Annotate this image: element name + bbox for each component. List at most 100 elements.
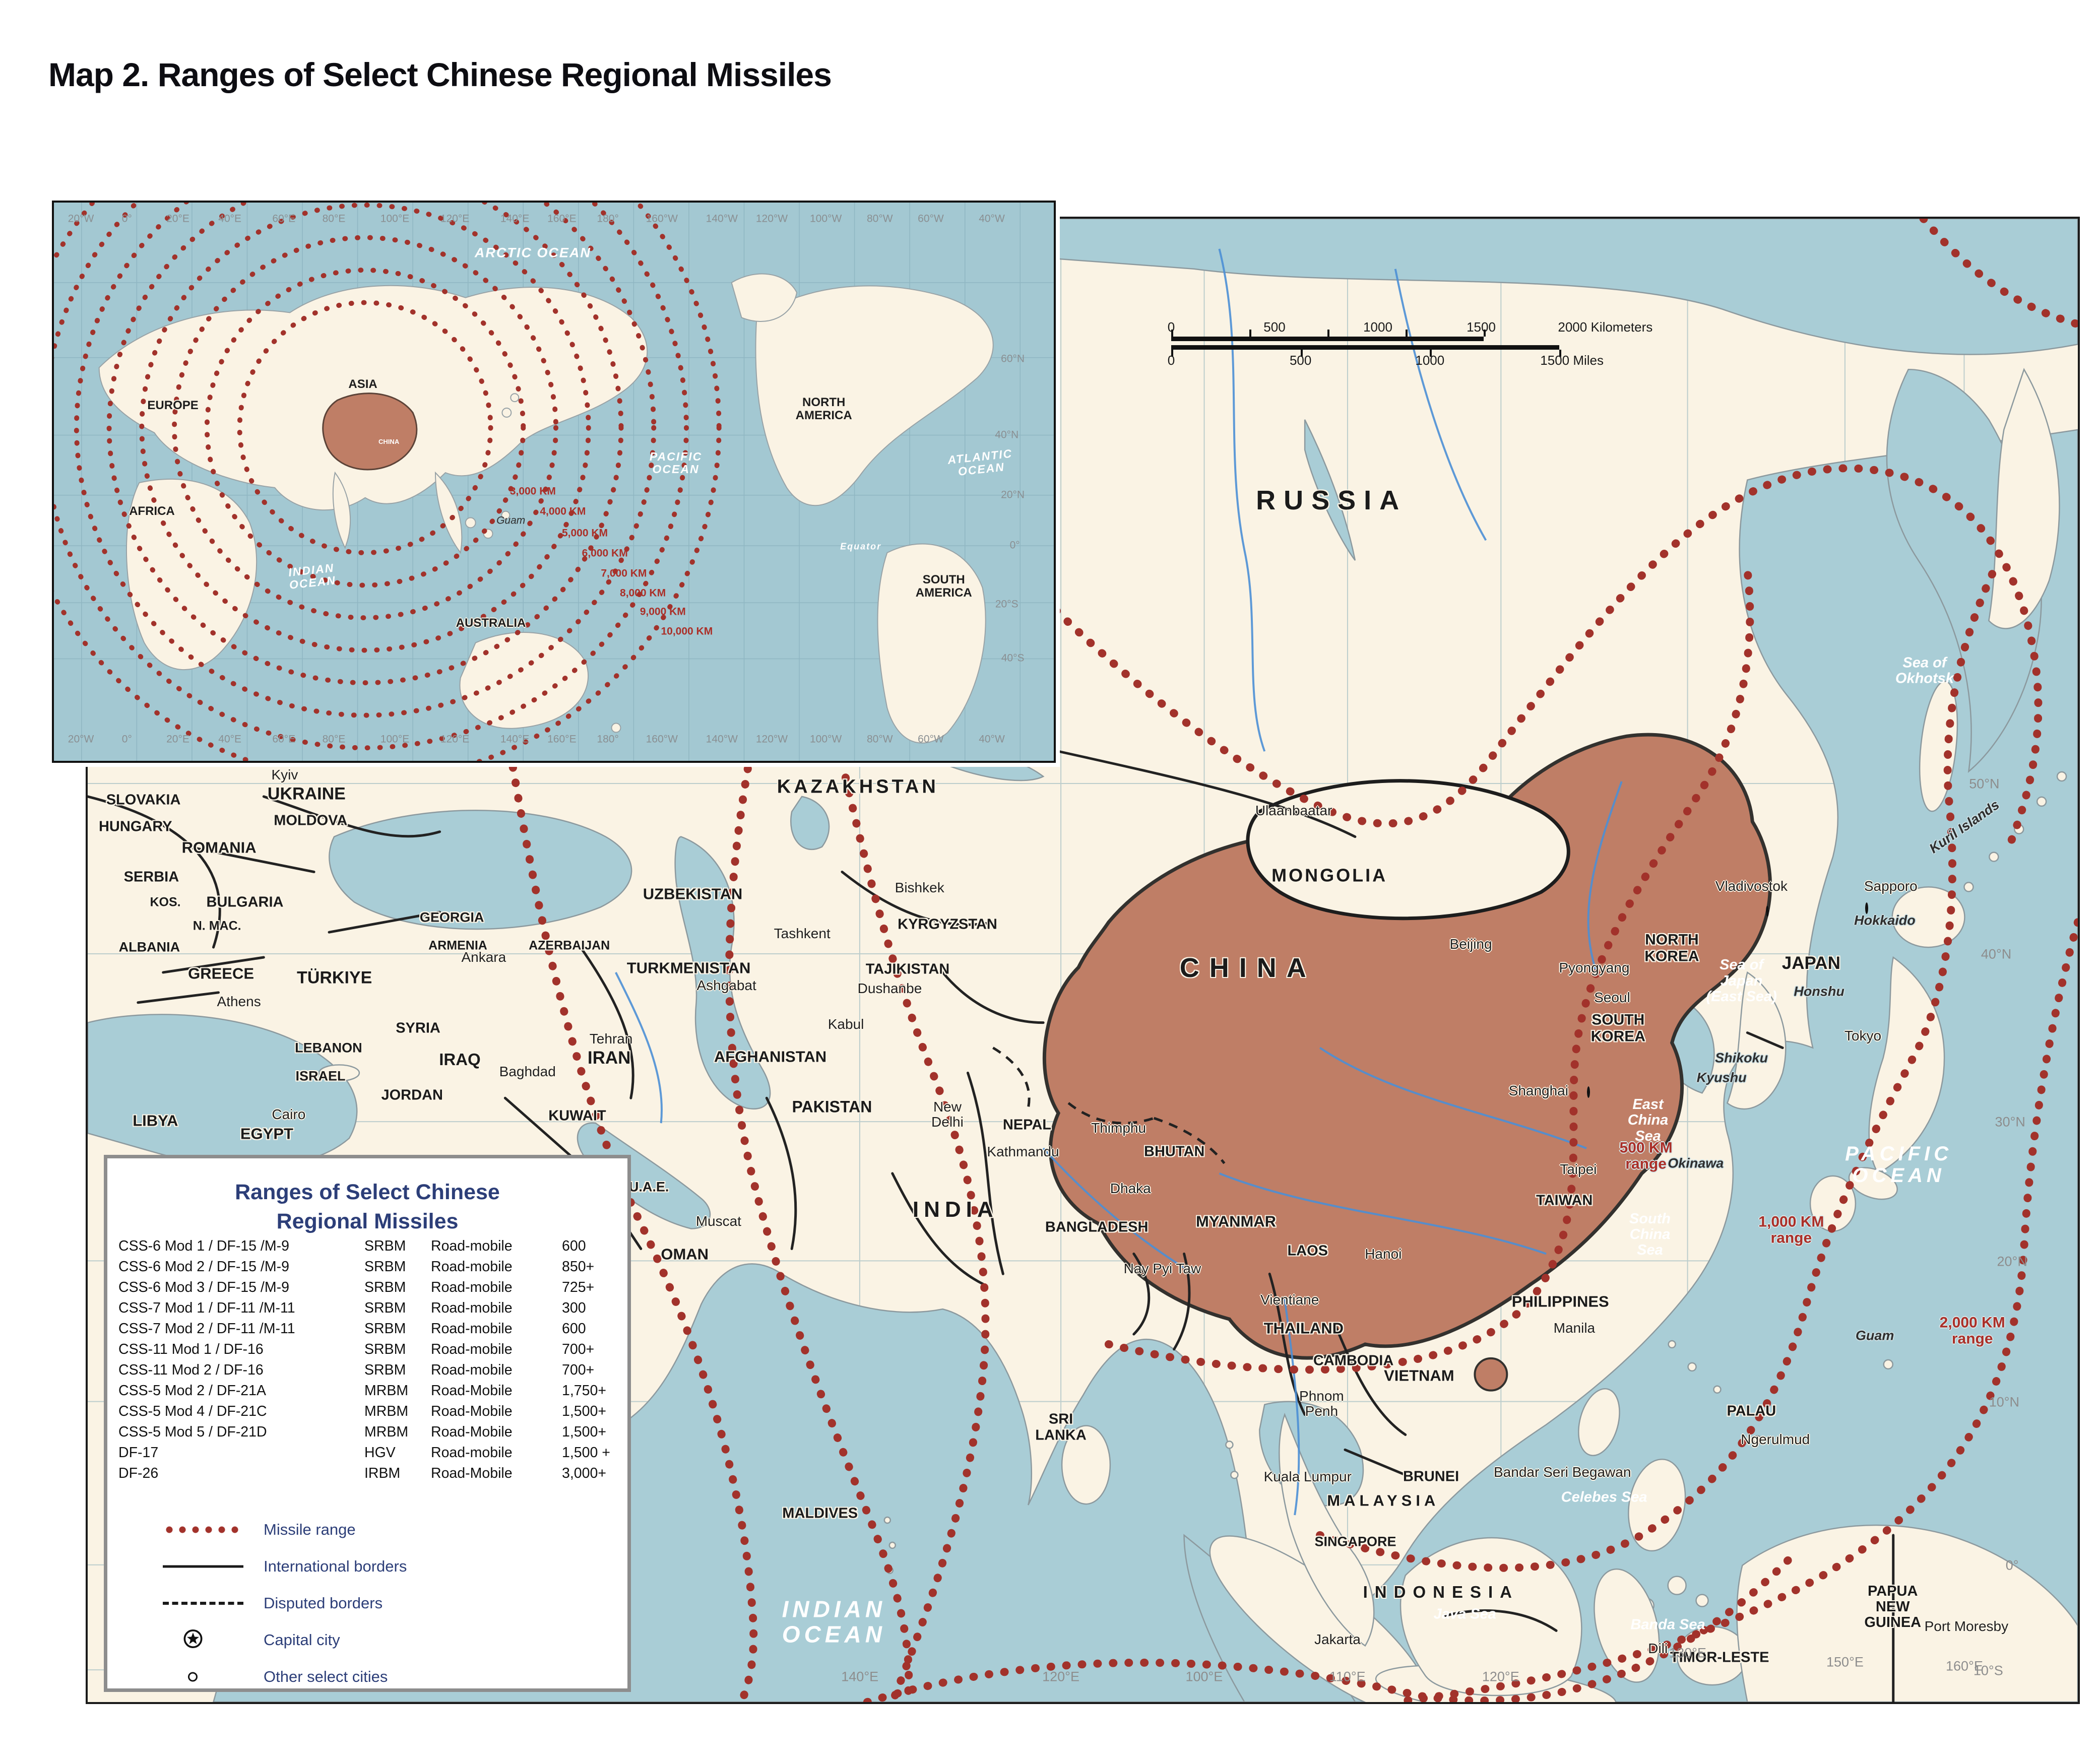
vladivostok-city-icon: [1765, 905, 1769, 917]
missile-name: CSS-5 Mod 2 / DF-21A: [118, 1383, 267, 1399]
120-e-bottom-label: 120°E: [440, 733, 470, 745]
missile-row-df-26: DF-26 IRBM Road-Mobile 3,000+: [107, 1465, 627, 1486]
legend: Ranges of Select Chinese Regional Missil…: [104, 1155, 631, 1692]
other-select-cities-label: Other select cities: [264, 1667, 388, 1685]
arc-west-2: [725, 219, 913, 1702]
120-w-bottom-label: 120°W: [755, 733, 788, 745]
arctic-ocean-label: ARCTIC OCEAN: [474, 245, 591, 260]
europe-label: EUROPE: [147, 399, 199, 413]
missile-basing: Road-mobile: [431, 1279, 513, 1295]
international-borders-icon: [163, 1565, 243, 1568]
missile-type: SRBM: [364, 1238, 406, 1254]
inset-china-shape: [322, 393, 418, 471]
australia-label: AUSTRALIA: [456, 616, 526, 630]
mi-tick-1000: 1000: [1415, 353, 1445, 368]
missile-range-km: 3,000+: [562, 1465, 606, 1481]
missile-basing: Road-mobile: [431, 1321, 513, 1337]
160-e-bottom-label: 160°E: [547, 733, 577, 745]
100-e-top-label: 100°E: [380, 213, 410, 225]
missile-range-km: 1,500 +: [562, 1445, 610, 1461]
atlantic-ocean-label: ATLANTIC OCEAN: [947, 446, 1013, 479]
180-top-label: 180°: [597, 213, 619, 225]
capital-city-icon: [183, 1628, 203, 1651]
missile-range-label: Missile range: [264, 1520, 356, 1538]
km-tick-500: 500: [1263, 319, 1286, 335]
missile-type: SRBM: [364, 1321, 406, 1337]
missile-row-css-7-mod-2-df-11-m-11: CSS-7 Mod 2 / DF-11 /M-11 SRBM Road-mobile…: [107, 1321, 627, 1341]
missile-name: CSS-7 Mod 1 / DF-11 /M-11: [118, 1300, 295, 1316]
missile-type: HGV: [364, 1445, 396, 1461]
arc-500km: [1104, 566, 1754, 1374]
4-000-km-label: 4,000 KM: [540, 505, 586, 517]
missile-row-css-5-mod-5-df-21d: CSS-5 Mod 5 / DF-21D MRBM Road-Mobile 1,500…: [107, 1424, 627, 1445]
pacific-ocean-label: PACIFIC OCEAN: [649, 450, 703, 476]
60-w-top-label: 60°W: [918, 213, 944, 225]
missile-basing: Road-mobile: [431, 1300, 513, 1316]
80-w-top-label: 80°W: [866, 213, 893, 225]
disputed-borders-icon: [163, 1601, 243, 1605]
shanghai-city-marker: [1586, 1086, 1590, 1098]
missile-row-css-11-mod-1-df-16: CSS-11 Mod 1 / DF-16 SRBM Road-mobile 700+: [107, 1341, 627, 1362]
0-top-label: 0°: [121, 213, 132, 225]
mongolia-shape: [1246, 779, 1570, 921]
missile-range-km: 725+: [562, 1279, 595, 1295]
arc-west-3: [838, 758, 990, 1702]
guam-label: Guam: [496, 514, 526, 527]
mi-end-label: 1500 Miles: [1540, 353, 1604, 368]
missile-range-km: 600: [562, 1238, 586, 1254]
arc-west-1: [501, 717, 758, 1702]
missile-basing: Road-mobile: [431, 1341, 513, 1357]
100-e-bottom-label: 100°E: [380, 733, 410, 745]
indian-ocean-label: INDIAN OCEAN: [287, 561, 337, 592]
mi-tick-500: 500: [1289, 353, 1312, 368]
shanghai-city-icon: [1586, 1086, 1590, 1098]
140-e-top-label: 140°E: [500, 213, 530, 225]
missile-type: MRBM: [364, 1424, 409, 1440]
arc-2000km: [1391, 918, 2078, 1702]
scale-bar: 0 500 1000 1500 2000 Kilometers 0 500 1000 1500…: [1167, 319, 1653, 385]
km-tick-1000: 1000: [1363, 319, 1392, 335]
legend-title: Ranges of Select Chinese Regional Missil…: [107, 1178, 627, 1236]
160-w-bottom-label: 160°W: [646, 733, 678, 745]
missile-range-km: 1,500+: [562, 1424, 606, 1440]
mi-tick-0: 0: [1167, 353, 1175, 368]
160-e-top-label: 160°E: [547, 213, 577, 225]
missile-name: CSS-11 Mod 1 / DF-16: [118, 1341, 264, 1357]
missile-type: SRBM: [364, 1279, 406, 1295]
missile-name: CSS-7 Mod 2 / DF-11 /M-11: [118, 1321, 295, 1337]
missile-basing: Road-mobile: [431, 1445, 513, 1461]
missile-type: SRBM: [364, 1362, 406, 1378]
inset-map-labels: ARCTIC OCEAN EUROPE ASIA AFRICA AUSTRALIA NOR…: [54, 203, 1054, 761]
sapporo-city-icon: [1865, 902, 1869, 914]
africa-label: AFRICA: [129, 504, 175, 518]
0-label: 0°: [1009, 540, 1020, 552]
20-n-label: 20°N: [1001, 489, 1025, 501]
5-000-km-label: 5,000 KM: [561, 527, 608, 539]
missile-basing: Road-Mobile: [431, 1424, 513, 1440]
missile-name: CSS-6 Mod 2 / DF-15 /M-9: [118, 1259, 289, 1275]
missile-name: CSS-6 Mod 3 / DF-15 /M-9: [118, 1279, 289, 1295]
20-e-bottom-label: 20°E: [166, 733, 189, 745]
page-title: Map 2. Ranges of Select Chinese Regional…: [48, 56, 832, 93]
legend-item-capital-city: Capital city: [107, 1621, 627, 1658]
60-w-bottom-label: 60°W: [918, 733, 944, 745]
3-000-km-label: 3,000 KM: [510, 485, 556, 497]
missile-row-css-11-mod-2-df-16: CSS-11 Mod 2 / DF-16 SRBM Road-mobile 700+: [107, 1362, 627, 1383]
20-s-label: 20°S: [995, 598, 1019, 610]
40-n-label: 40°N: [995, 429, 1019, 441]
missile-row-df-17: DF-17 HGV Road-mobile 1,500 +: [107, 1445, 627, 1465]
missile-type: SRBM: [364, 1341, 406, 1357]
missile-range-km: 700+: [562, 1341, 595, 1357]
140-w-bottom-label: 140°W: [706, 733, 738, 745]
40-e-top-label: 40°E: [218, 213, 242, 225]
other-select-cities-icon: [188, 1672, 198, 1681]
missile-row-css-5-mod-4-df-21c: CSS-5 Mod 4 / DF-21C MRBM Road-Mobile 1,500…: [107, 1403, 627, 1424]
scale-bar-miles: [1171, 345, 1561, 357]
legend-item-disputed-borders: Disputed borders: [107, 1585, 627, 1621]
south-america-label: SOUTH AMERICA: [915, 573, 972, 600]
equator-label: Equator: [840, 541, 882, 551]
missile-range-km: 600: [562, 1321, 586, 1337]
80-w-bottom-label: 80°W: [866, 733, 893, 745]
40-s-label: 40°S: [1001, 652, 1025, 664]
